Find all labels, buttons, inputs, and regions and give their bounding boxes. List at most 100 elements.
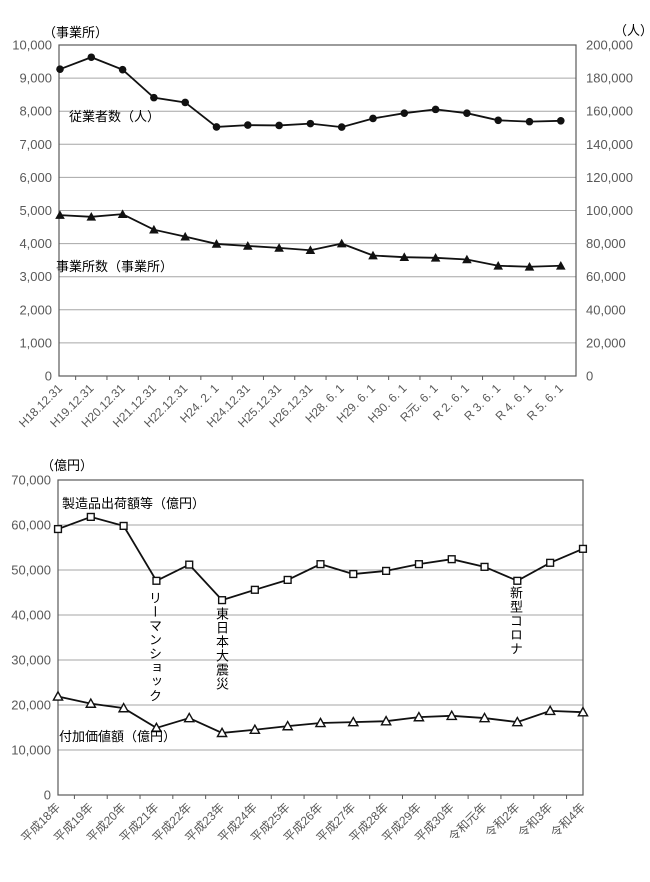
data-point-marker	[243, 241, 253, 250]
y-axis-left-tick-label: 9,000	[19, 71, 52, 86]
y-axis-right-tick-label: 180,000	[586, 71, 633, 86]
data-point-marker	[546, 558, 555, 567]
y-axis-right-tick-label: 20,000	[586, 335, 626, 350]
data-point-marker	[119, 521, 128, 531]
data-point-marker	[183, 712, 196, 723]
series-line	[57, 515, 584, 602]
data-point-marker	[524, 261, 535, 271]
data-point-marker	[336, 238, 347, 248]
data-point-marker	[305, 245, 316, 255]
shipments-series-label: 製造品出荷額等（億円）	[62, 496, 206, 511]
data-point-marker	[249, 723, 261, 735]
data-point-marker	[212, 123, 221, 131]
data-point-marker	[117, 209, 128, 218]
data-point-marker	[380, 715, 392, 726]
bottom-chart: 0 10,000 20,000 30,000 40,000 50,000 60,000 70,…	[11, 473, 589, 845]
employees-series-label: 従業者数（人）	[69, 109, 161, 124]
data-point-marker	[149, 224, 159, 234]
data-point-marker	[369, 114, 377, 123]
data-point-marker	[447, 555, 456, 564]
data-point-marker	[349, 569, 358, 579]
y-axis-left-tick-label: 3,000	[19, 269, 52, 284]
y-axis-left-tick-label: 0	[44, 788, 51, 803]
data-point-marker	[431, 105, 440, 114]
data-point-marker	[463, 109, 471, 117]
data-point-marker	[53, 524, 63, 534]
data-point-marker	[513, 576, 522, 585]
data-point-marker	[150, 93, 158, 102]
data-point-marker	[400, 109, 409, 117]
data-point-marker	[216, 726, 228, 738]
data-point-marker	[414, 560, 424, 569]
y-axis-left-tick-label: 40,000	[11, 608, 51, 623]
data-point-marker	[250, 585, 259, 594]
data-point-marker	[217, 596, 227, 605]
y-axis-left-tick-label: 30,000	[11, 653, 51, 668]
y-axis-left-tick-label: 0	[45, 369, 52, 384]
data-point-marker	[494, 116, 503, 125]
data-point-marker	[316, 560, 325, 569]
data-point-marker	[185, 560, 194, 569]
y-axis-left-tick-label: 20,000	[11, 698, 51, 713]
data-point-marker	[557, 116, 565, 125]
data-point-marker	[85, 697, 97, 708]
y-axis-right-tick-label: 140,000	[586, 137, 633, 152]
data-point-marker	[347, 716, 360, 727]
data-point-marker	[152, 576, 161, 585]
data-point-marker	[480, 562, 489, 571]
x-axis-tick-label: 令和4年	[547, 800, 588, 841]
y-axis-right-tick-label: 160,000	[586, 104, 633, 119]
y-axis-right-tick-label: 80,000	[586, 236, 626, 251]
data-point-marker	[118, 65, 127, 74]
y-axis-left-tick-label: 1,000	[19, 335, 52, 350]
data-point-marker	[314, 716, 327, 728]
data-point-marker	[86, 512, 95, 522]
establishments-series-label: 事業所数（事業所）	[56, 259, 174, 274]
top-chart-right-axis-unit: （人）	[614, 23, 650, 38]
data-point-marker	[399, 252, 410, 261]
data-point-marker	[556, 260, 566, 270]
data-point-marker	[368, 250, 378, 260]
data-point-marker	[180, 231, 190, 241]
data-point-marker	[413, 711, 425, 722]
data-point-marker	[87, 53, 96, 62]
annotation-great-east-japan-earthquake: 東日本大震災	[214, 607, 229, 691]
y-axis-right-tick-label: 60,000	[586, 269, 626, 284]
y-axis-right-tick-label: 0	[586, 369, 593, 384]
data-point-marker	[478, 712, 491, 723]
x-axis-tick-label: 令和2年	[482, 800, 523, 841]
data-point-marker	[493, 260, 503, 270]
y-axis-left-tick-label: 4,000	[19, 236, 52, 251]
data-point-marker	[525, 117, 534, 126]
data-point-marker	[337, 123, 346, 131]
data-point-marker	[430, 253, 441, 262]
top-chart-left-axis-unit: （事業所）	[43, 25, 109, 40]
y-axis-right-tick-label: 100,000	[586, 203, 633, 218]
data-point-marker	[56, 65, 64, 73]
data-point-marker	[283, 575, 292, 585]
y-axis-left-tick-label: 70,000	[11, 473, 51, 488]
data-point-marker	[274, 243, 284, 252]
data-point-marker	[511, 716, 524, 727]
top-chart: 0 1,000 2,000 3,000 4,000 5,000 6,000 7,000 8,00…	[12, 38, 633, 431]
annotation-covid19: 新型コロナ	[508, 586, 523, 656]
x-axis-tick-label: 令和3年	[514, 800, 555, 841]
plot-border	[58, 44, 577, 377]
y-axis-left-tick-label: 60,000	[11, 518, 51, 533]
data-point-marker	[55, 210, 65, 219]
y-axis-left-tick-label: 10,000	[11, 743, 51, 758]
y-axis-left-tick-label: 5,000	[19, 203, 52, 218]
data-point-marker	[281, 720, 294, 731]
data-point-marker	[462, 254, 472, 264]
bottom-chart-axis-unit: （億円）	[41, 458, 94, 473]
y-axis-left-tick-label: 2,000	[19, 302, 52, 317]
data-point-marker	[544, 704, 556, 716]
data-point-marker	[244, 121, 252, 129]
y-axis-left-tick-label: 6,000	[19, 170, 52, 185]
series-line	[57, 695, 583, 734]
data-point-marker	[445, 709, 458, 721]
data-point-marker	[52, 690, 64, 701]
y-axis-left-tick-label: 50,000	[11, 563, 51, 578]
